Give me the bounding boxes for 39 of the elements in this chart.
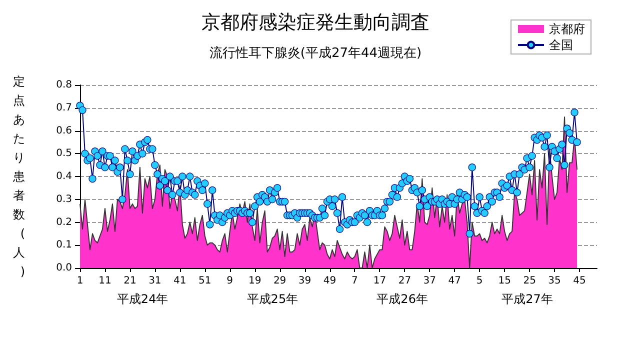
y-tick-label: 0.0 (56, 262, 72, 274)
x-tick-label: 11 (98, 276, 112, 286)
y-tick-label: 0.2 (56, 216, 72, 228)
y-tick-label: 0.1 (56, 240, 72, 251)
chart-title: 京都府感染症発生動向調査 (202, 12, 430, 34)
text: 平成24年 (116, 292, 168, 306)
x-tick-label: 19 (248, 276, 262, 286)
x-tick-label: 29 (273, 276, 286, 286)
x-tick-label: 25 (523, 276, 536, 286)
y-tick-label: 0.8 (56, 80, 72, 90)
y-tick-label: 0.6 (56, 125, 72, 136)
x-tick-label: 51 (198, 276, 212, 286)
legend-label: 全国 (549, 38, 573, 52)
x-tick-label: 7 (352, 276, 358, 286)
x-tick-label: 27 (398, 276, 412, 286)
x-tick-label: 49 (323, 276, 336, 286)
x-tick-label: 15 (498, 276, 511, 286)
x-tick-label: 9 (226, 276, 234, 286)
text: 定点あたり患者数(人) (13, 74, 25, 278)
x-tick-label: 47 (448, 276, 462, 286)
x-tick-label: 31 (148, 276, 162, 286)
x-tick-label: 17 (373, 276, 386, 286)
x-tick-label: 1 (76, 276, 84, 286)
x-tick-label: 45 (573, 276, 586, 286)
x-tick-label: 5 (476, 276, 483, 286)
y-tick-label: 0.7 (56, 102, 72, 114)
chart-subtitle: 流行性耳下腺炎(平成27年44週現在) (209, 45, 422, 61)
text: 平成26年 (376, 292, 428, 306)
y-tick-label: 0.4 (56, 171, 72, 182)
x-tick-label: 21 (124, 276, 136, 286)
y-tick-label: 0.3 (56, 194, 72, 205)
y-tick-label: 0.5 (56, 148, 72, 160)
text: 平成25年 (246, 292, 298, 306)
x-tick-label: 35 (548, 276, 561, 286)
text: 平成27年 (502, 292, 553, 306)
x-tick-label: 39 (298, 276, 312, 286)
x-tick-label: 41 (174, 276, 186, 286)
legend-label: 京都府 (549, 22, 585, 36)
x-tick-label: 37 (423, 276, 436, 286)
